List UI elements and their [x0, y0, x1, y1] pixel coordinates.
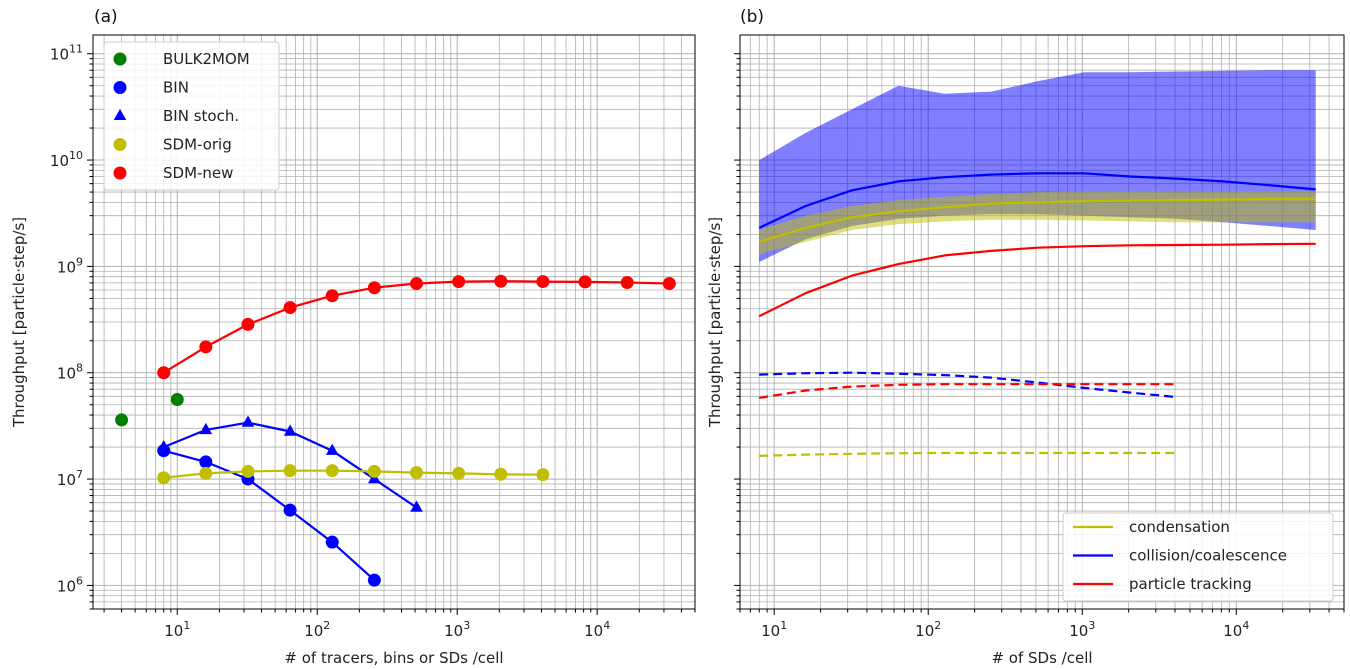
data-point — [452, 466, 466, 480]
y-tick-label: 109 — [57, 255, 83, 276]
legend-label: BIN stoch. — [163, 107, 239, 125]
data-point — [283, 464, 297, 478]
panel-a-legend-box — [103, 41, 280, 191]
legend-marker — [113, 166, 127, 180]
legend-label: BIN — [163, 79, 189, 97]
data-point — [536, 275, 550, 289]
y-tick-label: 108 — [57, 362, 83, 383]
data-point-triangle — [241, 415, 255, 427]
series-line — [759, 383, 1177, 399]
data-point — [170, 393, 184, 407]
x-tick-label: 104 — [1223, 619, 1249, 640]
legend-label: SDM-orig — [163, 136, 232, 154]
uncertainty-band — [759, 70, 1316, 262]
panel-b-plot-area — [758, 70, 1316, 457]
data-point — [662, 277, 676, 291]
series-line — [758, 197, 1316, 243]
data-point — [494, 274, 508, 288]
data-point — [452, 275, 466, 289]
data-point — [157, 471, 171, 485]
x-tick-label: 102 — [304, 619, 330, 640]
panel-a: (a) 101 102 103 104 106 107 108 109 1010 1011 # … — [10, 7, 696, 667]
data-point — [620, 276, 634, 290]
panel-a-label: (a) — [94, 7, 118, 27]
series-line — [163, 469, 543, 479]
panel-a-y-ticks: 106 107 108 109 1010 1011 — [50, 43, 93, 610]
data-point-triangle — [283, 424, 297, 436]
x-tick-label: 103 — [444, 619, 470, 640]
series-line — [758, 242, 1316, 318]
y-tick-label: 106 — [57, 574, 83, 595]
panel-a-y-axis-label: Throughput [particle·step/s] — [10, 217, 28, 428]
series-line — [163, 280, 670, 374]
data-point — [241, 317, 255, 331]
panel-b-legend-box — [1062, 512, 1334, 602]
data-point — [367, 281, 381, 295]
x-tick-label: 101 — [761, 619, 787, 640]
x-tick-label: 103 — [1069, 619, 1095, 640]
data-point — [199, 455, 213, 469]
panel-b-x-axis-label: # of SDs /cell — [991, 649, 1092, 667]
uncertainty-band — [759, 191, 1316, 255]
data-point — [199, 340, 213, 354]
panel-b-y-ticks — [734, 53, 740, 610]
data-point-triangle — [325, 443, 339, 455]
panel-a-legend: BULK2MOM BIN BIN stoch. SDM-orig SDM-new — [103, 41, 280, 191]
data-point — [325, 464, 339, 478]
data-point — [578, 275, 592, 289]
legend-marker-triangle — [113, 109, 127, 120]
panel-b-legend-items: condensation collision/coalescence particl… — [1073, 518, 1287, 593]
panel-a-x-axis-label: # of tracers, bins or SDs /cell — [284, 649, 503, 667]
series-line — [758, 172, 1316, 229]
series-line — [759, 451, 1177, 457]
panel-a-plot-area — [115, 274, 676, 587]
panel-b-label: (b) — [740, 7, 764, 27]
legend-label: BULK2MOM — [163, 50, 250, 68]
data-point — [494, 467, 508, 481]
data-point — [157, 366, 171, 380]
x-tick-label: 104 — [584, 619, 610, 640]
data-point-triangle — [199, 422, 213, 435]
legend-marker — [113, 81, 127, 94]
legend-marker — [113, 52, 127, 66]
data-point — [241, 464, 255, 478]
data-point — [283, 301, 297, 315]
data-point-triangle — [410, 500, 423, 512]
panel-b-x-ticks: 101 102 103 104 — [739, 609, 1345, 640]
data-point — [115, 413, 129, 427]
panel-a-legend-items: BULK2MOM BIN BIN stoch. SDM-orig SDM-new — [113, 50, 250, 182]
legend-label: collision/coalescence — [1129, 547, 1287, 565]
y-tick-label: 1011 — [50, 43, 83, 64]
data-point — [199, 466, 213, 480]
panel-b-y-axis-label: Throughput [particle·step/s] — [706, 217, 724, 428]
legend-label: SDM-new — [163, 164, 233, 182]
panel-a-x-ticks: 101 102 103 104 — [103, 609, 696, 640]
legend-label: condensation — [1129, 518, 1230, 536]
x-tick-label: 101 — [164, 619, 190, 640]
data-point — [367, 464, 381, 478]
series-line — [163, 449, 376, 582]
legend-label: particle tracking — [1129, 575, 1252, 593]
data-point — [325, 289, 339, 303]
y-tick-label: 107 — [57, 468, 83, 489]
panel-b: (b) 101 102 103 104 # of SDs /cell Throughp… — [706, 7, 1345, 667]
data-point-triangle — [157, 440, 171, 452]
data-point — [536, 468, 550, 482]
data-point — [325, 535, 339, 549]
y-tick-label: 1010 — [50, 149, 83, 170]
x-tick-label: 102 — [915, 619, 941, 640]
legend-marker — [113, 138, 127, 151]
panel-b-legend: condensation collision/coalescence particl… — [1062, 512, 1334, 602]
data-point — [410, 277, 424, 291]
data-point — [410, 466, 424, 480]
data-point — [283, 503, 297, 517]
data-point — [367, 573, 381, 587]
